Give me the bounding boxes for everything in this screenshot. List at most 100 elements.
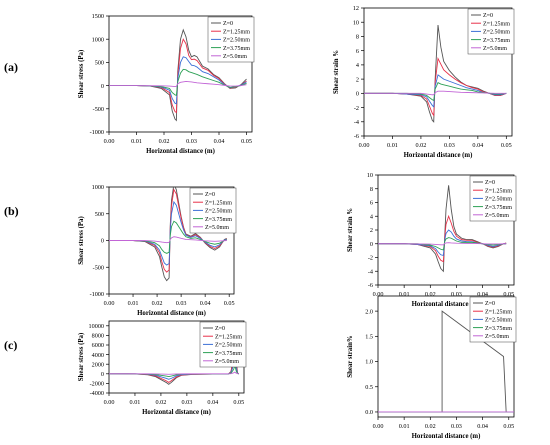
chart-c-strain: 0.00 0.01 0.02 0.03 0.04 0.05 0.0 0.5 1.0 1.5 2.0 H… xyxy=(347,295,517,440)
y-tick-label: 0 xyxy=(370,241,373,248)
y-tick-label: 1000 xyxy=(92,36,104,43)
series-line-1 xyxy=(378,185,507,273)
y-tick-label: 4 xyxy=(356,62,359,69)
y-tick-label: 6000 xyxy=(92,342,104,349)
x-tick-label: 0.05 xyxy=(501,142,512,149)
x-axis-label: Horizontal distance (m) xyxy=(412,301,481,308)
legend-label: Z=0 xyxy=(215,326,225,332)
x-tick-label: 0.01 xyxy=(399,291,410,298)
y-tick-label: -1000 xyxy=(90,129,104,136)
series-line-3 xyxy=(378,229,507,257)
series-line-3 xyxy=(109,200,227,266)
legend-label: Z=2.50mm xyxy=(485,197,512,203)
legend-label: Z=3.75mm xyxy=(205,217,232,223)
y-tick-label: 10 xyxy=(353,19,359,26)
y-tick-label: 1000 xyxy=(92,184,104,191)
x-tick-label: 0.01 xyxy=(131,138,142,145)
plot-frame xyxy=(363,7,513,137)
y-tick-label: 500 xyxy=(95,211,104,218)
legend: Z=0 Z=1.25mm Z=2.50mm Z=3.75mm Z=5.0mm xyxy=(199,321,247,368)
y-tick-label: 4 xyxy=(370,213,373,220)
x-tick-label: 0.03 xyxy=(451,291,462,298)
x-tick-label: 0.00 xyxy=(104,300,115,307)
x-tick-label: 0.01 xyxy=(387,142,398,149)
series-line-5 xyxy=(364,90,507,96)
plot-frame xyxy=(377,295,515,418)
legend-label: Z=2.50mm xyxy=(485,318,512,324)
y-axis-label: Shear stress (Pa) xyxy=(78,216,85,264)
x-tick-label: 0.00 xyxy=(373,423,384,430)
legend-label: Z=2.50mm xyxy=(223,38,250,44)
y-tick-label: 0 xyxy=(101,238,104,245)
y-axis-label: Shear strain % xyxy=(333,50,340,94)
x-tick-label: 0.02 xyxy=(156,399,167,406)
x-tick-label: 0.04 xyxy=(472,142,483,149)
legend-label: Z=1.25mm xyxy=(485,188,512,194)
x-tick-label: 0.05 xyxy=(224,300,235,307)
plot-frame xyxy=(108,15,253,133)
x-axis-label: Horizontal distance (m) xyxy=(137,310,206,317)
series-line-4 xyxy=(109,220,227,254)
y-axis-label: Shear stress (Pa) xyxy=(78,333,85,381)
legend-label: Z=1.25mm xyxy=(215,334,242,340)
x-tick-label: 0.01 xyxy=(128,300,139,307)
x-tick-label: 0.04 xyxy=(477,423,488,430)
x-tick-label: 0.04 xyxy=(477,291,488,298)
y-tick-label: 1500 xyxy=(92,13,104,20)
y-axis-label: Shear stress (Pa) xyxy=(78,50,85,98)
chart-a-stress: 0.00 0.01 0.02 0.03 0.04 0.05 -1000 -500 0 500 100… xyxy=(78,13,255,155)
series-line-5 xyxy=(378,242,507,246)
series-line-2 xyxy=(364,56,507,117)
legend-label: Z=2.50mm xyxy=(215,343,242,349)
series-line-2 xyxy=(378,214,507,263)
legend-label: Z=1.25mm xyxy=(485,309,512,315)
y-tick-label: 12 xyxy=(353,5,359,12)
series-line-5 xyxy=(109,236,227,244)
y-tick-label: 2.0 xyxy=(365,308,373,315)
x-tick-label: 0.05 xyxy=(503,423,514,430)
x-tick-label: 0.02 xyxy=(152,300,163,307)
x-tick-label: 0.05 xyxy=(241,138,252,145)
y-tick-label: 1.5 xyxy=(365,334,373,341)
series-line-5 xyxy=(109,371,239,375)
y-tick-label: 0 xyxy=(356,91,359,98)
y-tick-label: 0 xyxy=(101,371,104,378)
y-tick-label: -4000 xyxy=(90,390,104,397)
x-axis-label: Horizontal distance (m) xyxy=(412,433,481,440)
y-tick-label: 4000 xyxy=(92,352,104,359)
x-tick-label: 0.00 xyxy=(359,142,370,149)
y-tick-label: 0.0 xyxy=(365,409,373,416)
x-tick-label: 0.01 xyxy=(130,399,141,406)
legend-label: Z=0 xyxy=(485,301,495,307)
legend-label: Z=5.0mm xyxy=(205,225,229,231)
x-tick-label: 0.02 xyxy=(416,142,427,149)
legend-label: Z=1.25mm xyxy=(223,29,250,35)
legend-label: Z=5.0mm xyxy=(485,213,509,219)
x-tick-label: 0.04 xyxy=(207,399,218,406)
y-tick-label: 500 xyxy=(95,60,104,67)
legend-label: Z=5.0mm xyxy=(483,46,507,52)
x-axis-label: Horizontal distance (m) xyxy=(404,152,473,159)
legend-label: Z=5.0mm xyxy=(215,359,239,365)
y-tick-label: 1.0 xyxy=(365,359,373,366)
y-tick-label: -1000 xyxy=(90,291,104,298)
legend-label: Z=3.75mm xyxy=(483,38,510,44)
series-line-1 xyxy=(109,187,227,282)
series-line-3 xyxy=(109,56,247,105)
legend-label: Z=3.75mm xyxy=(223,46,250,52)
legend-label: Z=2.50mm xyxy=(483,30,510,36)
x-tick-label: 0.05 xyxy=(233,399,244,406)
x-tick-label: 0.03 xyxy=(176,300,187,307)
y-tick-label: -2 xyxy=(368,255,373,262)
legend-label: Z=3.75mm xyxy=(215,351,242,357)
x-tick-label: 0.02 xyxy=(425,291,436,298)
x-tick-label: 0.04 xyxy=(214,138,225,145)
legend-label: Z=5.0mm xyxy=(223,54,247,60)
x-tick-label: 0.01 xyxy=(399,423,410,430)
legend-label: Z=0 xyxy=(483,13,493,19)
y-axis-label: Shear strain% xyxy=(347,335,354,378)
x-tick-label: 0.02 xyxy=(159,138,170,145)
y-tick-label: 2 xyxy=(370,227,373,234)
legend-label: Z=3.75mm xyxy=(485,205,512,211)
